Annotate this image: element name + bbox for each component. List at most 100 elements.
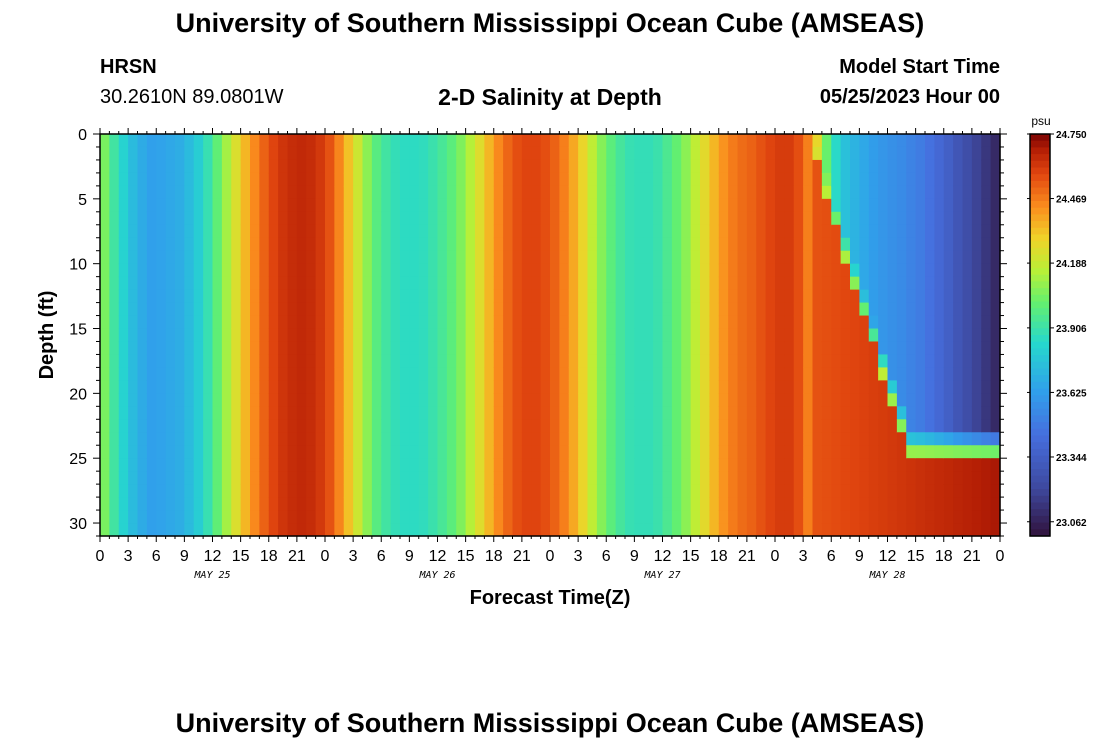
heatmap-cell [943, 250, 954, 265]
heatmap-cell [493, 237, 504, 252]
heatmap-cell [146, 432, 157, 446]
heatmap-cell [887, 523, 898, 537]
heatmap-cell [812, 211, 823, 226]
heatmap-cell [250, 328, 260, 343]
heatmap-cell [484, 458, 495, 472]
heatmap-cell [690, 172, 701, 187]
heatmap-cell [653, 445, 664, 459]
heatmap-cell [887, 484, 898, 498]
heatmap-cell [934, 263, 945, 278]
heatmap-cell [240, 354, 251, 369]
heatmap-cell [287, 211, 298, 226]
heatmap-cell [484, 263, 495, 278]
heatmap-cell [296, 484, 307, 498]
colorbar-swatch [1030, 140, 1050, 148]
heatmap-cell [878, 510, 889, 524]
heatmap-cell [681, 146, 692, 161]
heatmap-cell [925, 328, 935, 343]
heatmap-cell [240, 458, 251, 472]
heatmap-cell [643, 497, 654, 511]
heatmap-cell [981, 510, 992, 524]
heatmap-cell [840, 445, 851, 459]
heatmap-cell [418, 146, 429, 161]
heatmap-cell [793, 458, 804, 472]
heatmap-cell [296, 276, 307, 291]
heatmap-cell [887, 146, 898, 161]
heatmap-cell [643, 224, 654, 239]
heatmap-cell [437, 315, 448, 330]
heatmap-cell [606, 484, 617, 498]
heatmap-cell [850, 471, 860, 485]
heatmap-cell [137, 237, 148, 252]
heatmap-cell [334, 354, 345, 369]
heatmap-cell [484, 159, 495, 174]
colorbar-swatch [1030, 207, 1050, 215]
heatmap-cell [315, 198, 326, 213]
heatmap-cell [503, 328, 514, 343]
heatmap-cell [250, 159, 260, 174]
heatmap-cell [634, 159, 645, 174]
heatmap-cell [531, 289, 542, 304]
heatmap-cell [971, 419, 982, 433]
heatmap-cell [456, 523, 467, 537]
heatmap-cell [146, 510, 157, 524]
heatmap-cell [390, 341, 401, 356]
x-tick-label: 18 [485, 548, 503, 565]
heatmap-cell [709, 484, 720, 498]
heatmap-cell [250, 172, 260, 187]
heatmap-cell [906, 354, 917, 369]
heatmap-cell [343, 445, 354, 459]
heatmap-cell [821, 134, 832, 148]
heatmap-cell [156, 159, 167, 174]
heatmap-cell [915, 315, 926, 330]
heatmap-cell [409, 341, 420, 356]
heatmap-cell [775, 432, 785, 446]
heatmap-cell [737, 523, 748, 537]
heatmap-cell [812, 276, 823, 291]
heatmap-cell [381, 484, 392, 498]
heatmap-cell [878, 432, 889, 446]
heatmap-cell [503, 263, 514, 278]
heatmap-cell [793, 406, 804, 420]
heatmap-cell [315, 289, 326, 304]
heatmap-cell [146, 380, 157, 394]
heatmap-cell [128, 419, 139, 433]
heatmap-cell [737, 263, 748, 278]
colorbar-swatch [1030, 201, 1050, 209]
heatmap-cell [400, 276, 410, 291]
heatmap-cell [990, 302, 1001, 317]
heatmap-cell [643, 341, 654, 356]
heatmap-cell [718, 211, 729, 226]
heatmap-cell [493, 211, 504, 226]
heatmap-cell [493, 146, 504, 161]
colorbar-swatch [1030, 495, 1050, 504]
heatmap-cell [615, 276, 626, 291]
heatmap-cell [653, 276, 664, 291]
heatmap-cell [653, 250, 664, 265]
heatmap-cell [203, 159, 214, 174]
heatmap-cell [850, 198, 860, 213]
heatmap-cell [259, 134, 270, 148]
heatmap-cell [250, 432, 260, 446]
heatmap-cell [643, 458, 654, 472]
heatmap-cell [165, 445, 176, 459]
heatmap-cell [353, 341, 364, 356]
heatmap-cell [756, 471, 767, 485]
heatmap-cell [343, 315, 354, 330]
heatmap-cell [268, 134, 279, 148]
heatmap-cell [690, 510, 701, 524]
heatmap-cell [118, 458, 129, 472]
heatmap-cell [306, 497, 317, 511]
heatmap-cell [971, 510, 982, 524]
heatmap-cell [278, 471, 289, 485]
heatmap-cell [540, 198, 551, 213]
heatmap-cell [465, 224, 476, 239]
heatmap-cell [653, 484, 664, 498]
heatmap-cell [737, 406, 748, 420]
x-tick-label: 18 [260, 548, 278, 565]
heatmap-cell [381, 211, 392, 226]
heatmap-cell [803, 432, 814, 446]
heatmap-cell [137, 458, 148, 472]
heatmap-cell [100, 224, 110, 239]
heatmap-cell [700, 237, 710, 252]
